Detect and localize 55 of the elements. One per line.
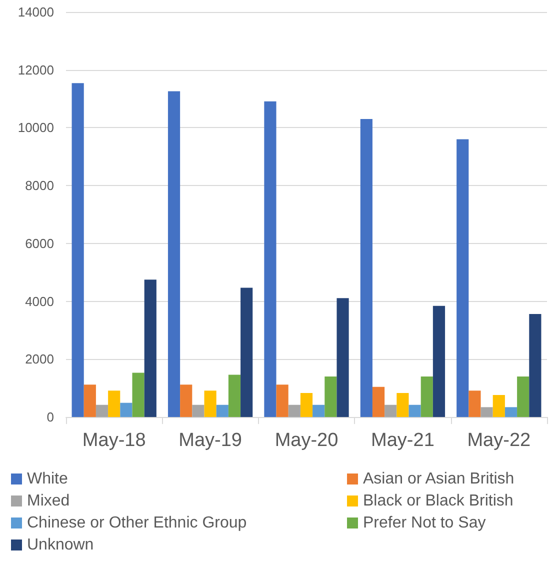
bar bbox=[300, 392, 313, 417]
bar bbox=[456, 139, 469, 417]
x-tick-label: May-18 bbox=[82, 430, 146, 451]
bar bbox=[372, 386, 385, 417]
bar bbox=[216, 404, 228, 417]
bar bbox=[276, 384, 288, 417]
y-tick-label: 14000 bbox=[18, 4, 54, 20]
legend-label: Unknown bbox=[27, 536, 94, 554]
legend-label: Black or Black British bbox=[363, 492, 514, 510]
bar bbox=[240, 288, 253, 417]
bar bbox=[204, 390, 216, 417]
bar bbox=[492, 395, 505, 417]
bar bbox=[336, 298, 349, 417]
y-tick-label: 2000 bbox=[25, 352, 54, 367]
bar bbox=[120, 402, 132, 417]
bar bbox=[228, 374, 241, 417]
y-tick-label: 6000 bbox=[25, 236, 54, 251]
bar bbox=[108, 390, 120, 417]
bar bbox=[132, 372, 144, 417]
y-tick-label: 8000 bbox=[25, 178, 54, 194]
bar bbox=[168, 91, 180, 417]
y-tick-label: 0 bbox=[46, 410, 54, 424]
bar bbox=[360, 119, 372, 417]
bar bbox=[408, 404, 421, 417]
bar bbox=[180, 384, 192, 417]
legend-label: White bbox=[27, 470, 68, 488]
x-tick-label: May-22 bbox=[467, 430, 531, 451]
y-tick-label: 12000 bbox=[18, 62, 54, 78]
x-tick-label: May-21 bbox=[371, 430, 434, 451]
bar bbox=[480, 407, 493, 417]
legend-label: Mixed bbox=[27, 492, 70, 510]
bar bbox=[144, 280, 156, 417]
bar bbox=[288, 404, 300, 417]
legend-label: Asian or Asian British bbox=[363, 470, 514, 488]
bar bbox=[72, 83, 84, 417]
bar bbox=[504, 407, 518, 417]
legend-label: Chinese or Other Ethnic Group bbox=[27, 514, 247, 532]
bar bbox=[468, 390, 481, 417]
y-tick-label: 4000 bbox=[25, 294, 54, 309]
legend-label: Prefer Not to Say bbox=[363, 514, 486, 532]
x-tick-label: May-20 bbox=[274, 430, 338, 451]
bar bbox=[384, 404, 397, 417]
bar bbox=[517, 376, 530, 417]
bar bbox=[96, 404, 108, 417]
bar bbox=[312, 404, 325, 417]
bar bbox=[324, 376, 337, 417]
x-tick-label: May-19 bbox=[178, 430, 242, 451]
y-tick-label: 10000 bbox=[18, 120, 54, 136]
bar bbox=[192, 404, 204, 417]
bar bbox=[84, 384, 96, 417]
bar bbox=[396, 392, 409, 417]
bar bbox=[529, 314, 542, 417]
bar bbox=[264, 101, 276, 417]
bar bbox=[432, 306, 446, 417]
bar bbox=[420, 376, 433, 417]
